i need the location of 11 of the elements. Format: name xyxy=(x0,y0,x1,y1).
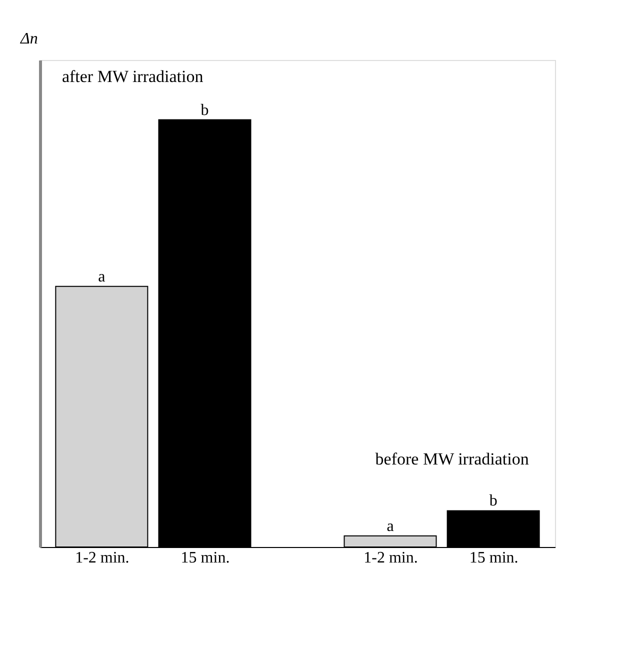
x-tick-label: 1-2 min. xyxy=(75,550,130,566)
annotation: a xyxy=(98,268,106,286)
annotation: a xyxy=(386,518,394,535)
text: b xyxy=(200,102,209,119)
annotation: b xyxy=(489,492,498,510)
x-tick-label: 15 min. xyxy=(469,550,518,566)
annotation: before MW irradiation xyxy=(375,449,530,468)
text: after MW irradiation xyxy=(62,67,204,86)
x-tick-label: 1-2 min. xyxy=(364,550,418,566)
y-axis-title: Δn xyxy=(20,30,38,48)
x-tick-label: 15 min. xyxy=(180,550,230,566)
